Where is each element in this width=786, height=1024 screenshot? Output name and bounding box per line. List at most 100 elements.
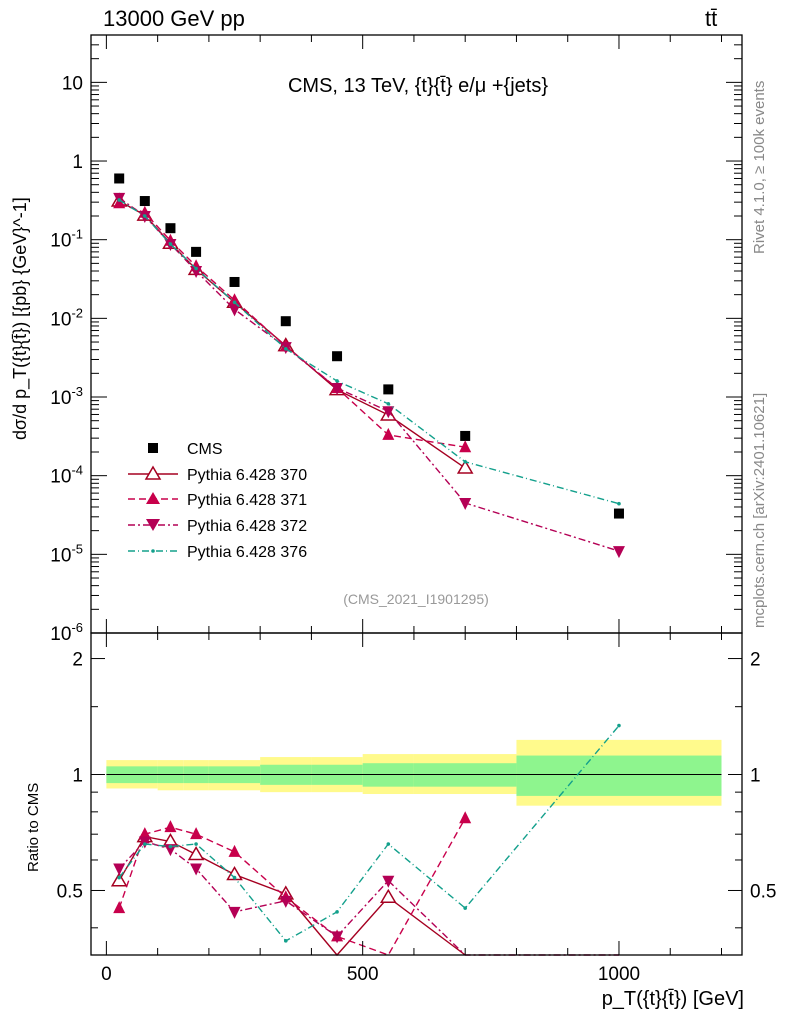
main-point-cms bbox=[165, 223, 176, 234]
ratio-point-p371 bbox=[113, 901, 126, 914]
main-point-p376 bbox=[194, 266, 198, 271]
ratio-y-axis-title: Ratio to CMS bbox=[25, 783, 42, 872]
mcplots-label: mcplots.cern.ch [arXiv:2401.10621] bbox=[751, 393, 768, 628]
x-axis-title: p_T({t}{t̄}) [GeV] bbox=[602, 988, 744, 1010]
ratio-tick-label: 0.5 bbox=[57, 881, 83, 902]
ratio-point-p372 bbox=[113, 863, 126, 876]
main-point-cms bbox=[114, 173, 125, 184]
ratio-point-p370 bbox=[187, 846, 205, 861]
legend-marker-p372 bbox=[146, 519, 160, 531]
y-tick-label: 1 bbox=[72, 152, 83, 173]
x-tick-label: 1000 bbox=[598, 964, 640, 985]
main-point-cms bbox=[280, 316, 291, 327]
ratio-point-p376 bbox=[194, 842, 198, 846]
ratio-point-p371 bbox=[228, 844, 241, 857]
ratio-point-p372 bbox=[279, 895, 292, 908]
x-tick-label: 0 bbox=[101, 964, 112, 985]
main-point-cms bbox=[139, 196, 150, 207]
main-point-p372 bbox=[331, 383, 344, 396]
legend-label-p376: Pythia 6.428 376 bbox=[187, 544, 307, 561]
x-tick-label: 500 bbox=[347, 964, 379, 985]
energy-label: 13000 GeV pp bbox=[103, 6, 245, 31]
ratio-point-p372 bbox=[190, 863, 203, 876]
legend-label-p372: Pythia 6.428 372 bbox=[187, 518, 307, 535]
ratio-point-p376 bbox=[617, 723, 621, 728]
legend-label-p370: Pythia 6.428 370 bbox=[187, 467, 307, 484]
y-tick-label: 10-6 bbox=[50, 620, 83, 645]
legend-entry-p372: Pythia 6.428 372 bbox=[128, 518, 307, 535]
main-point-p371 bbox=[459, 440, 472, 453]
legend: CMS Pythia 6.428 370 Pythia 6.428 371 Py… bbox=[128, 441, 307, 561]
main-point-p372 bbox=[382, 406, 395, 419]
main-point-p376 bbox=[283, 347, 288, 351]
main-axis-ticks: 10-6 10-5 10-4 10-3 10-2 10-1 1 10 bbox=[50, 34, 742, 645]
main-point-cms bbox=[460, 430, 471, 441]
ratio-tick-label-right: 1 bbox=[750, 766, 761, 787]
legend-marker-cms bbox=[148, 443, 158, 453]
ratio-point-p371 bbox=[164, 820, 177, 833]
y-axis-title: dσ/d p_T({t}{t̄}) [{pb} {GeV}^-1] bbox=[10, 197, 31, 440]
ratio-point-p370 bbox=[110, 872, 128, 887]
ratio-point-p371 bbox=[138, 827, 151, 840]
main-point-p376 bbox=[143, 214, 147, 218]
ratio-tick-label-right: 0.5 bbox=[750, 881, 776, 902]
main-point-cms bbox=[191, 246, 202, 257]
y-tick-label: 10 bbox=[62, 73, 83, 94]
y-tick-label: 10-1 bbox=[50, 227, 83, 252]
main-point-p376 bbox=[463, 460, 467, 464]
legend-entry-p376: Pythia 6.428 376 bbox=[128, 544, 307, 561]
ratio-point-p370 bbox=[380, 888, 397, 904]
ratio-line-p371 bbox=[118, 817, 466, 956]
main-point-p370 bbox=[456, 459, 474, 474]
main-point-p376 bbox=[168, 242, 173, 246]
ratio-point-p376 bbox=[117, 875, 121, 880]
ratio-axis-ticks: 0 500 1000 0.5 0.5 1 1 2 2 bbox=[57, 633, 776, 985]
main-point-p372 bbox=[228, 304, 241, 317]
main-line-p371 bbox=[118, 202, 466, 448]
main-point-p371 bbox=[228, 293, 241, 306]
main-line-p372 bbox=[118, 197, 620, 552]
ratio-panel-frame bbox=[90, 632, 743, 956]
main-point-p376 bbox=[617, 501, 621, 506]
main-point-cms bbox=[383, 384, 394, 395]
ratio-point-p372 bbox=[228, 906, 241, 919]
ratio-point-p376 bbox=[232, 875, 237, 880]
main-point-p371 bbox=[382, 427, 395, 440]
ratio-point-p372 bbox=[331, 931, 344, 944]
ratio-point-p376 bbox=[386, 842, 391, 846]
main-line-p376 bbox=[118, 199, 620, 505]
ratio-panel bbox=[106, 739, 722, 806]
legend-label-cms: CMS bbox=[187, 441, 223, 458]
ratio-point-p370 bbox=[226, 866, 243, 881]
ratio-series-layer bbox=[110, 723, 621, 957]
ratio-tick-label: 2 bbox=[72, 650, 83, 671]
analysis-id-label: (CMS_2021_I1901295) bbox=[343, 591, 489, 607]
ratio-tick-label-right: 2 bbox=[750, 650, 761, 671]
y-tick-label: 10-5 bbox=[50, 541, 83, 566]
ratio-point-p372 bbox=[382, 875, 395, 888]
main-series-layer bbox=[110, 173, 625, 559]
ratio-line-p376 bbox=[118, 725, 620, 942]
legend-marker-p376 bbox=[151, 549, 155, 553]
main-point-p376 bbox=[117, 198, 121, 202]
chart-title: CMS, 13 TeV, {t}{t̄} e/μ +{jets} bbox=[288, 75, 548, 97]
ratio-point-p371 bbox=[459, 811, 472, 824]
ratio-point-p376 bbox=[335, 910, 339, 914]
legend-entry-p371: Pythia 6.428 371 bbox=[128, 492, 307, 509]
ratio-point-p376 bbox=[463, 906, 467, 910]
ratio-point-p372 bbox=[164, 844, 177, 857]
ratio-tick-label: 1 bbox=[72, 766, 83, 787]
main-point-cms bbox=[332, 351, 343, 362]
process-label: tt̄ bbox=[705, 6, 717, 31]
main-point-p376 bbox=[232, 300, 237, 305]
legend-marker-p370 bbox=[144, 465, 162, 480]
legend-entry-p370: Pythia 6.428 370 bbox=[128, 465, 307, 484]
main-point-p372 bbox=[612, 546, 625, 559]
main-point-p376 bbox=[335, 379, 339, 383]
ratio-point-p376 bbox=[143, 842, 147, 846]
main-point-cms bbox=[229, 276, 240, 287]
main-point-p372 bbox=[190, 265, 203, 278]
ratio-point-p376 bbox=[283, 939, 288, 943]
y-tick-label: 10-3 bbox=[50, 384, 83, 409]
